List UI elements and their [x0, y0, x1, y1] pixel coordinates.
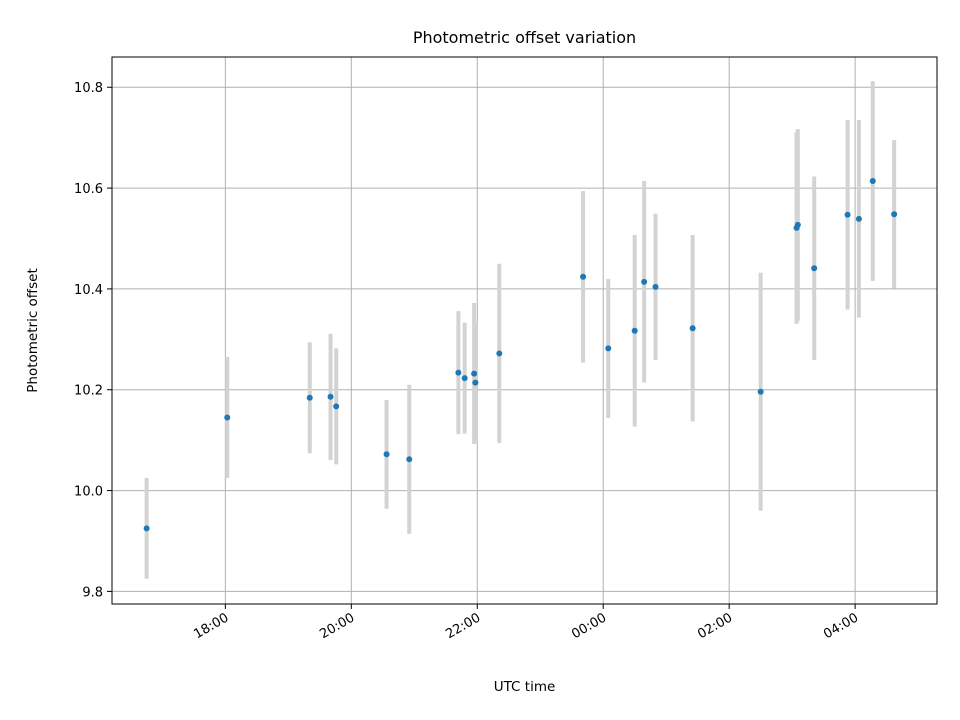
- data-point: [844, 211, 851, 218]
- data-point: [333, 403, 340, 410]
- data-point: [605, 345, 612, 352]
- data-point: [455, 369, 462, 376]
- x-tick-label: 00:00: [569, 610, 609, 642]
- data-point: [496, 350, 503, 357]
- data-points: [143, 178, 898, 532]
- y-tick-label: 10.4: [74, 283, 103, 298]
- data-point: [855, 215, 862, 222]
- data-point: [689, 325, 696, 332]
- chart-title: Photometric offset variation: [413, 28, 636, 47]
- x-tick-label: 18:00: [191, 610, 231, 642]
- data-point: [891, 211, 898, 218]
- data-point: [471, 370, 478, 377]
- data-point: [869, 178, 876, 185]
- data-point: [794, 221, 801, 228]
- data-point: [143, 525, 150, 532]
- data-point: [631, 327, 638, 334]
- y-axis-ticks: 9.8 10.0 10.2 10.4 10.6 10.8: [74, 81, 112, 600]
- x-tick-label: 02:00: [695, 610, 735, 642]
- plot-frame: [111, 56, 938, 605]
- x-tick-label: 22:00: [443, 610, 483, 642]
- data-point: [461, 375, 468, 382]
- y-tick-label: 9.8: [82, 585, 103, 600]
- data-point: [811, 265, 818, 272]
- data-point: [406, 456, 413, 463]
- y-tick-label: 10.8: [74, 81, 103, 96]
- data-point: [224, 414, 231, 421]
- x-tick-label: 20:00: [317, 610, 357, 642]
- error-bars: [144, 81, 897, 579]
- y-axis-label: Photometric offset: [25, 268, 41, 392]
- y-tick-label: 10.0: [74, 485, 103, 500]
- data-point: [327, 393, 334, 400]
- y-tick-label: 10.2: [74, 384, 103, 399]
- data-point: [306, 394, 313, 401]
- x-axis-ticks: 18:00 20:00 22:00 00:00 02:00 04:00: [191, 604, 861, 642]
- data-point: [383, 451, 390, 458]
- data-point: [580, 273, 587, 280]
- x-tick-label: 04:00: [821, 610, 861, 642]
- data-point: [757, 388, 764, 395]
- x-axis-label: UTC time: [494, 679, 556, 695]
- y-tick-label: 10.6: [74, 182, 103, 197]
- data-point: [641, 278, 648, 285]
- data-point: [652, 283, 659, 290]
- data-point: [472, 379, 479, 386]
